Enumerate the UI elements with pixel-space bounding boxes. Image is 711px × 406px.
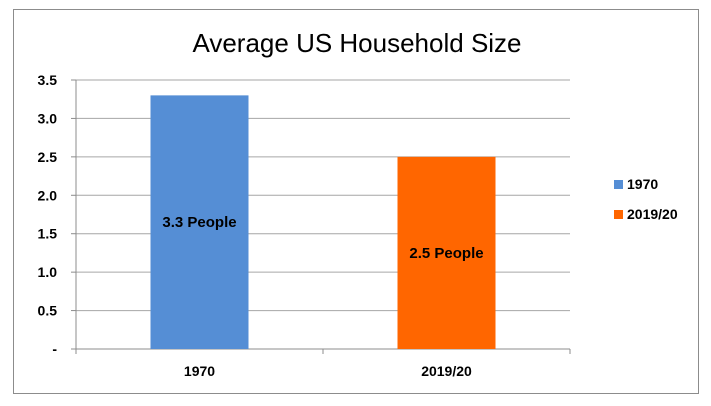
y-tick-label: 2.0	[38, 187, 58, 203]
data-label: 3.3 People	[162, 214, 236, 231]
chart-title: Average US Household Size	[192, 28, 521, 58]
legend-entry: 1970	[627, 176, 658, 192]
legend: 1970 2019/20	[614, 176, 678, 222]
x-tick-label: 2019/20	[421, 363, 472, 379]
y-tick-label: 1.0	[38, 264, 58, 280]
legend-swatch	[614, 210, 623, 219]
y-tick-labels: - 0.5 1.0 1.5 2.0 2.5 3.0 3.5	[38, 72, 58, 357]
data-label: 2.5 People	[409, 245, 483, 262]
x-tick-label: 1970	[184, 363, 215, 379]
bar-1970	[150, 95, 249, 349]
x-tick-labels: 1970 2019/20	[184, 363, 472, 379]
data-labels: 3.3 People 2.5 People	[162, 214, 483, 262]
legend-entry: 2019/20	[627, 206, 678, 222]
legend-swatch	[614, 180, 623, 189]
chart-frame	[13, 9, 699, 394]
y-tick-label: 2.5	[38, 149, 58, 165]
bar-2019-20	[397, 156, 496, 349]
y-tick-label: -	[52, 341, 57, 357]
bars	[150, 95, 496, 349]
y-tick-label: 3.0	[38, 110, 58, 126]
y-tick-label: 3.5	[38, 72, 58, 88]
y-tick-label: 0.5	[38, 303, 58, 319]
y-tick-label: 1.5	[38, 226, 58, 242]
grid-lines	[76, 79, 570, 312]
